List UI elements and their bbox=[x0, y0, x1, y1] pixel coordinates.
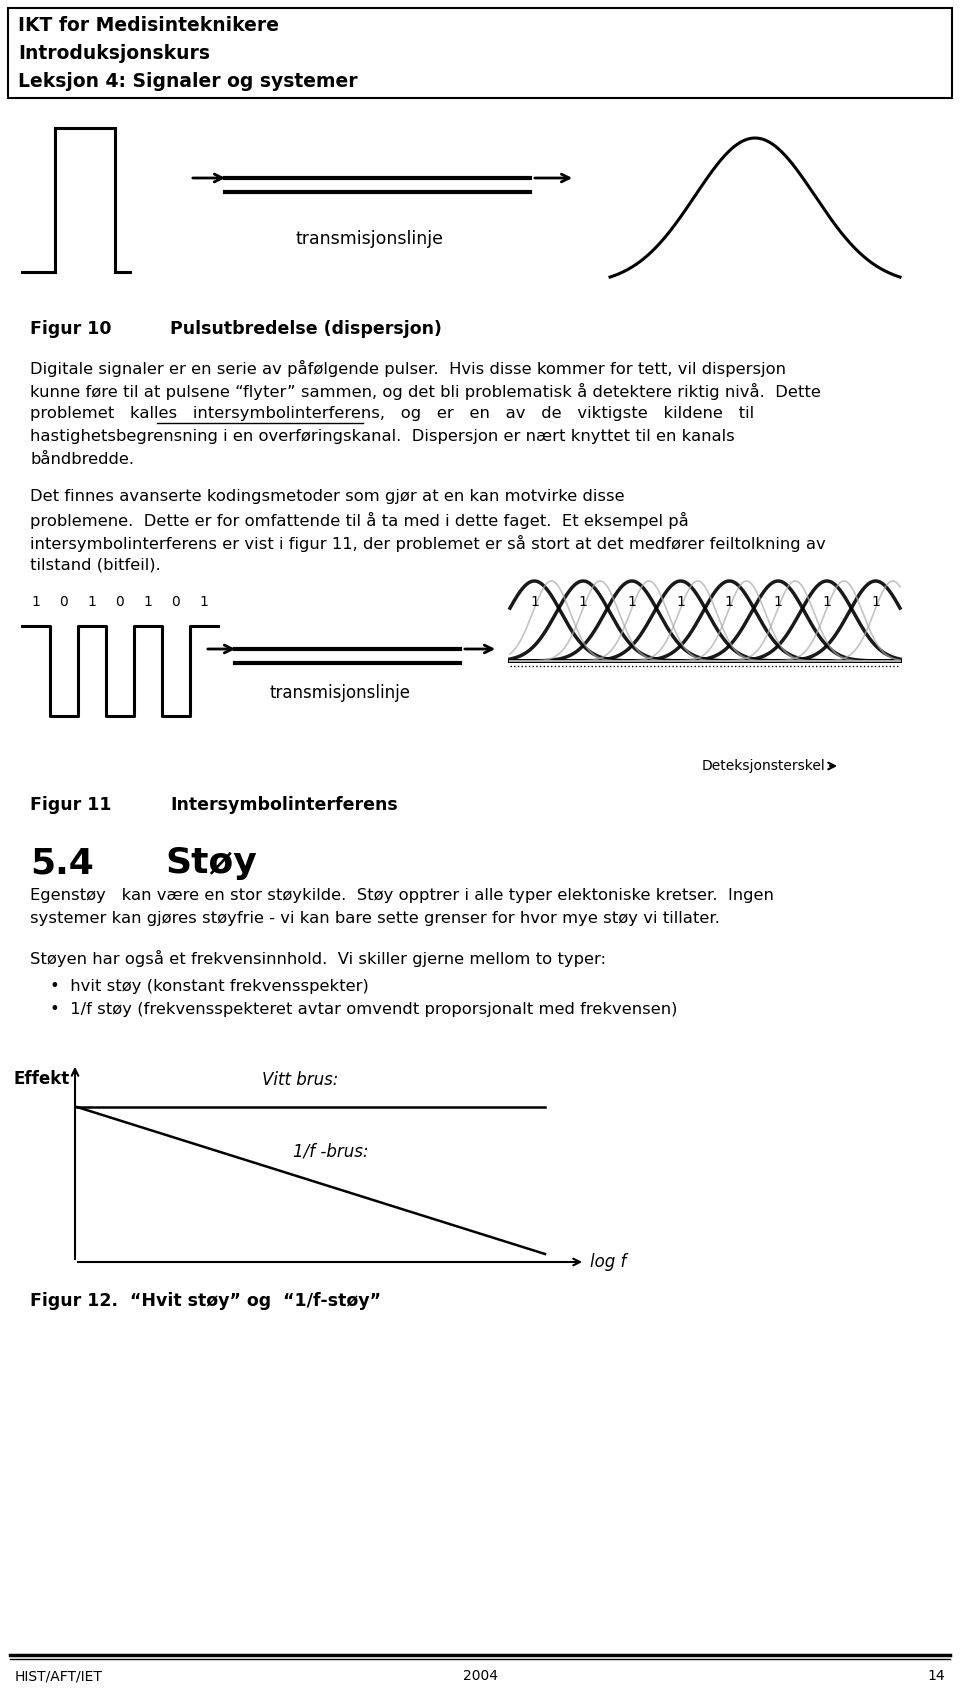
Text: 5.4: 5.4 bbox=[30, 846, 94, 879]
Text: Pulsutbredelse (dispersjon): Pulsutbredelse (dispersjon) bbox=[170, 321, 442, 338]
Text: Deteksjonsterskel: Deteksjonsterskel bbox=[701, 760, 825, 773]
Text: 1: 1 bbox=[32, 594, 40, 609]
Text: 1: 1 bbox=[628, 594, 636, 609]
Text: problemet   kalles   intersymbolinterferens,   og   er   en   av   de   viktigst: problemet kalles intersymbolinterferens,… bbox=[30, 407, 755, 420]
Text: Støy: Støy bbox=[165, 846, 256, 879]
Text: 0: 0 bbox=[60, 594, 68, 609]
Text: Vitt brus:: Vitt brus: bbox=[262, 1070, 339, 1089]
Text: 1: 1 bbox=[530, 594, 539, 609]
Text: •  1/f støy (frekvensspekteret avtar omvendt proporsjonalt med frekvensen): • 1/f støy (frekvensspekteret avtar omve… bbox=[50, 1003, 678, 1016]
Text: Introduksjonskurs: Introduksjonskurs bbox=[18, 44, 210, 62]
Text: hastighetsbegrensning i en overføringskanal.  Dispersjon er nært knyttet til en : hastighetsbegrensning i en overføringska… bbox=[30, 429, 734, 444]
Text: Egenstøy   kan være en stor støykilde.  Støy opptrer i alle typer elektoniske kr: Egenstøy kan være en stor støykilde. Stø… bbox=[30, 888, 774, 903]
Text: 0: 0 bbox=[172, 594, 180, 609]
Text: tilstand (bitfeil).: tilstand (bitfeil). bbox=[30, 559, 160, 572]
Text: 1: 1 bbox=[579, 594, 588, 609]
Text: båndbredde.: båndbredde. bbox=[30, 452, 134, 468]
Text: 1: 1 bbox=[676, 594, 685, 609]
Text: Leksjon 4: Signaler og systemer: Leksjon 4: Signaler og systemer bbox=[18, 73, 358, 91]
Text: intersymbolinterferens er vist i figur 11, der problemet er så stort at det medf: intersymbolinterferens er vist i figur 1… bbox=[30, 535, 826, 552]
Text: •  hvit støy (konstant frekvensspekter): • hvit støy (konstant frekvensspekter) bbox=[50, 979, 369, 994]
Text: Figur 10: Figur 10 bbox=[30, 321, 111, 338]
Text: kunne føre til at pulsene “flyter” sammen, og det bli problematisk å detektere r: kunne føre til at pulsene “flyter” samme… bbox=[30, 383, 821, 400]
Text: transmisjonslinje: transmisjonslinje bbox=[296, 230, 444, 248]
Text: Effekt: Effekt bbox=[13, 1070, 70, 1089]
Bar bbox=[8, 8, 952, 98]
Text: 1: 1 bbox=[871, 594, 880, 609]
Text: Figur 11: Figur 11 bbox=[30, 797, 111, 814]
Text: 1: 1 bbox=[87, 594, 96, 609]
Text: 1: 1 bbox=[725, 594, 733, 609]
Text: 14: 14 bbox=[927, 1669, 945, 1683]
Text: HIST/AFT/IET: HIST/AFT/IET bbox=[15, 1669, 103, 1683]
Text: 2004: 2004 bbox=[463, 1669, 497, 1683]
Text: log f: log f bbox=[590, 1252, 626, 1271]
Text: 0: 0 bbox=[115, 594, 125, 609]
Text: Støyen har også et frekvensinnhold.  Vi skiller gjerne mellom to typer:: Støyen har også et frekvensinnhold. Vi s… bbox=[30, 950, 606, 967]
Text: transmisjonslinje: transmisjonslinje bbox=[270, 684, 411, 702]
Text: Det finnes avanserte kodingsmetoder som gjør at en kan motvirke disse: Det finnes avanserte kodingsmetoder som … bbox=[30, 490, 625, 505]
Text: Intersymbolinterferens: Intersymbolinterferens bbox=[170, 797, 397, 814]
Text: 1/f -brus:: 1/f -brus: bbox=[293, 1143, 369, 1161]
Text: Figur 12.: Figur 12. bbox=[30, 1291, 118, 1310]
Text: 1: 1 bbox=[200, 594, 208, 609]
Text: problemene.  Dette er for omfattende til å ta med i dette faget.  Et eksempel på: problemene. Dette er for omfattende til … bbox=[30, 511, 688, 528]
Text: 1: 1 bbox=[823, 594, 831, 609]
Text: IKT for Medisinteknikere: IKT for Medisinteknikere bbox=[18, 15, 279, 35]
Text: 1: 1 bbox=[774, 594, 782, 609]
Text: Digitale signaler er en serie av påfølgende pulser.  Hvis disse kommer for tett,: Digitale signaler er en serie av påfølge… bbox=[30, 360, 786, 376]
Text: 1: 1 bbox=[144, 594, 153, 609]
Text: “Hvit støy” og  “1/f-støy”: “Hvit støy” og “1/f-støy” bbox=[130, 1291, 381, 1310]
Text: systemer kan gjøres støyfrie - vi kan bare sette grenser for hvor mye støy vi ti: systemer kan gjøres støyfrie - vi kan ba… bbox=[30, 912, 720, 927]
